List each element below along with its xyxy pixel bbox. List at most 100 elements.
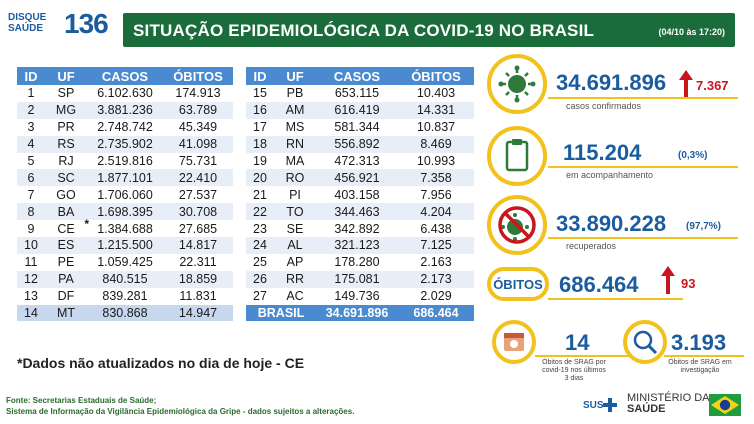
- page-title: SITUAÇÃO EPIDEMIOLÓGICA DA COVID-19 NO B…: [133, 21, 595, 40]
- row-obitos: 30.708: [163, 203, 233, 221]
- row-casos: 581.344: [316, 118, 398, 136]
- logo-number: 136: [64, 8, 109, 39]
- source-line1: Fonte: Secretarias Estaduais de Saúde;: [6, 396, 157, 405]
- table-row: 15 PB 653.115 10.403: [246, 85, 474, 102]
- row-casos: 178.280: [316, 253, 398, 271]
- row-obitos: 2.163: [398, 253, 474, 271]
- divider: [548, 97, 738, 99]
- row-casos: 616.419: [316, 101, 398, 119]
- row-obitos: 41.098: [163, 135, 233, 153]
- row-obitos: 14.817: [163, 237, 233, 254]
- label-line: Óbitos de SRAG por: [542, 359, 606, 366]
- row-uf: AP: [274, 253, 316, 271]
- label-line: investigação: [680, 367, 720, 374]
- row-uf: TO: [274, 203, 316, 221]
- row-id: 5: [17, 152, 45, 170]
- table-row: 23 SE 342.892 6.438: [246, 220, 474, 238]
- row-casos: 2.748.742: [87, 118, 163, 136]
- row-obitos: 174.913: [163, 85, 233, 102]
- row-id: 13: [17, 287, 45, 305]
- row-obitos: 10.403: [398, 85, 474, 102]
- row-uf: MS: [274, 118, 316, 136]
- recovered-pct: (97,7%): [686, 221, 722, 232]
- row-uf: AL: [274, 237, 316, 254]
- divider: [548, 298, 683, 300]
- srag-recent-label: Óbitos de SRAG por covid-19 nos últimos …: [534, 359, 614, 383]
- total-obitos: 686.464: [398, 304, 474, 322]
- row-obitos: 10.837: [398, 118, 474, 136]
- row-casos: 1.877.101: [87, 169, 163, 187]
- divider: [664, 355, 744, 357]
- row-id: 17: [246, 118, 274, 136]
- row-id: 12: [17, 270, 45, 288]
- row-casos: 1.706.060: [87, 186, 163, 204]
- row-id: 4: [17, 135, 45, 153]
- row-uf: PE: [45, 253, 87, 271]
- table-row: 19 MA 472.313 10.993: [246, 152, 474, 170]
- row-uf: RS: [45, 135, 87, 153]
- table-row: 3 PR 2.748.742 45.349: [17, 118, 233, 136]
- row-uf: DF: [45, 287, 87, 305]
- row-id: 2: [17, 101, 45, 119]
- row-uf: PB: [274, 85, 316, 102]
- virus-icon: [487, 54, 547, 114]
- arrow-up-icon: [661, 266, 675, 294]
- row-id: 23: [246, 220, 274, 238]
- table-row: 17 MS 581.344 10.837: [246, 118, 474, 136]
- srag-recent-value: 14: [565, 330, 590, 355]
- row-casos: 653.115: [316, 85, 398, 102]
- row-obitos: 6.438: [398, 220, 474, 238]
- row-uf: AM: [274, 101, 316, 119]
- row-id: 22: [246, 203, 274, 221]
- label-line: 3 dias: [564, 375, 584, 382]
- confirmed-value: 34.691.896: [556, 70, 667, 95]
- row-casos: 6.102.630: [87, 85, 163, 102]
- brazil-flag-icon: [709, 394, 741, 416]
- divider: [548, 237, 738, 239]
- row-id: 20: [246, 169, 274, 187]
- arrow-up-icon: [679, 70, 693, 98]
- row-uf: SC: [45, 169, 87, 187]
- sources: Fonte: Secretarias Estaduais de Saúde; S…: [6, 395, 354, 417]
- row-uf: BA: [45, 203, 87, 221]
- row-uf: SP: [45, 85, 87, 102]
- deaths-badge: ÓBITOS: [487, 267, 549, 301]
- row-obitos: 7.956: [398, 186, 474, 204]
- deaths-badge-label: ÓBITOS: [493, 277, 543, 292]
- col-obitos: ÓBITOS: [398, 67, 474, 85]
- table-row: 18 RN 556.892 8.469: [246, 135, 474, 153]
- row-id: 26: [246, 270, 274, 288]
- table-row: 16 AM 616.419 14.331: [246, 101, 474, 119]
- row-casos: 3.881.236: [87, 101, 163, 119]
- confirmed-delta: 7.367: [696, 78, 729, 93]
- no-virus-icon: [487, 195, 547, 255]
- row-casos: 839.281: [87, 287, 163, 305]
- row-obitos: 14.331: [398, 101, 474, 119]
- states-table-left: ID UF CASOS ÓBITOS 1 SP 6.102.630 174.913 2 M…: [17, 67, 233, 322]
- row-uf: PI: [274, 186, 316, 204]
- col-uf: UF: [274, 67, 316, 85]
- row-obitos: 18.859: [163, 270, 233, 288]
- monitoring-label: em acompanhamento: [566, 170, 654, 180]
- monitoring-value: 115.204: [563, 140, 642, 165]
- table-header: ID UF CASOS ÓBITOS: [246, 67, 474, 85]
- row-uf: GO: [45, 186, 87, 204]
- row-uf: MG: [45, 101, 87, 119]
- row-obitos: 2.173: [398, 270, 474, 288]
- divider: [535, 355, 635, 357]
- update-date: (04/10 às 17:20): [658, 27, 725, 37]
- row-casos: 830.868: [87, 304, 163, 322]
- clipboard-icon: [487, 126, 547, 186]
- row-id: 1: [17, 85, 45, 102]
- row-casos: 149.736: [316, 287, 398, 305]
- row-id: 8: [17, 203, 45, 221]
- row-id: 10: [17, 237, 45, 254]
- source-line2: Sistema de Informação da Vigilância Epid…: [6, 407, 355, 416]
- row-casos: 1.384.688: [87, 220, 163, 238]
- deaths-value: 686.464: [559, 272, 639, 297]
- row-obitos: 2.029: [398, 287, 474, 305]
- deaths-delta: 93: [681, 276, 696, 291]
- ministry-line2: SAÚDE: [627, 403, 666, 415]
- monitoring-pct: (0,3%): [678, 150, 708, 161]
